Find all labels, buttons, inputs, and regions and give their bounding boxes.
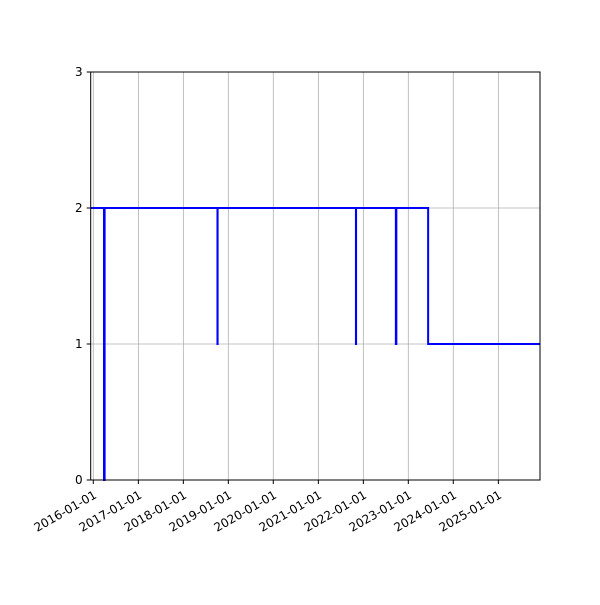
x-axis: 2016-01-012017-01-012018-01-012019-01-01… — [32, 480, 504, 535]
y-axis: 0 1 2 3 — [75, 65, 91, 487]
series-line — [90, 207, 540, 481]
y-tick-label: 2 — [75, 201, 83, 215]
series-layer — [90, 207, 540, 481]
y-tick-label: 0 — [75, 473, 83, 487]
plot-frame — [90, 71, 541, 481]
y-tick-label: 1 — [75, 337, 83, 351]
grid — [90, 71, 540, 481]
y-tick-label: 3 — [75, 65, 83, 79]
